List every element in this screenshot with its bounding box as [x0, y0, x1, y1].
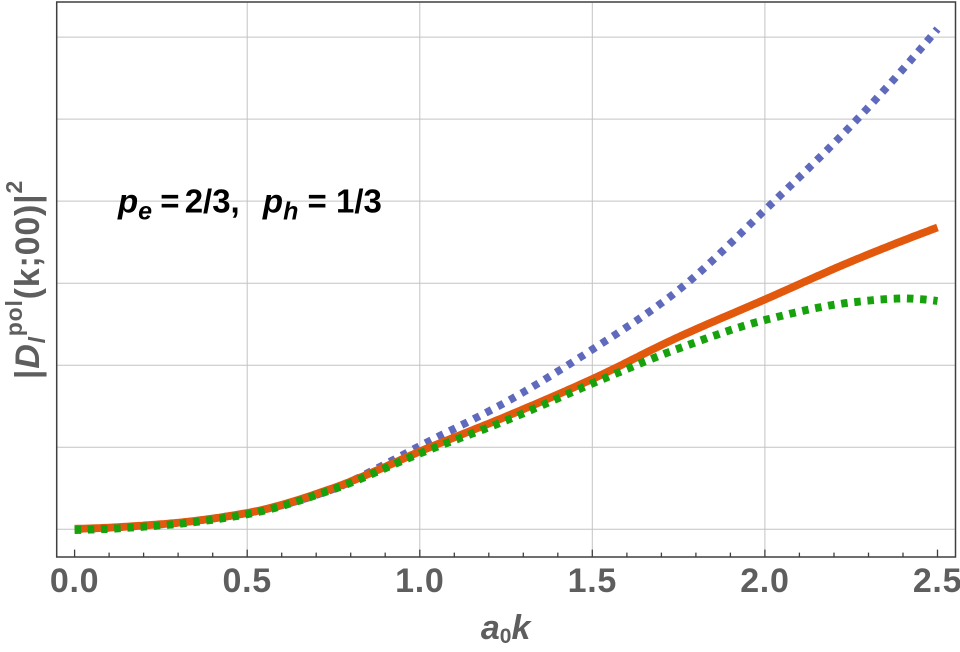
svg-text:2.5: 2.5 [913, 562, 960, 600]
svg-text:1.0: 1.0 [395, 562, 444, 600]
svg-text:0.0: 0.0 [50, 562, 99, 600]
svg-text:1.5: 1.5 [568, 562, 617, 600]
svg-text:a0k: a0k [481, 609, 533, 647]
svg-text:2.0: 2.0 [740, 562, 789, 600]
svg-text:0.5: 0.5 [223, 562, 272, 600]
svg-text:pe = 2/3, ph = 1/3: pe = 2/3, ph = 1/3 [117, 183, 382, 226]
svg-text:|Dlpol(k;00)|2: |Dlpol(k;00)|2 [1, 180, 50, 379]
